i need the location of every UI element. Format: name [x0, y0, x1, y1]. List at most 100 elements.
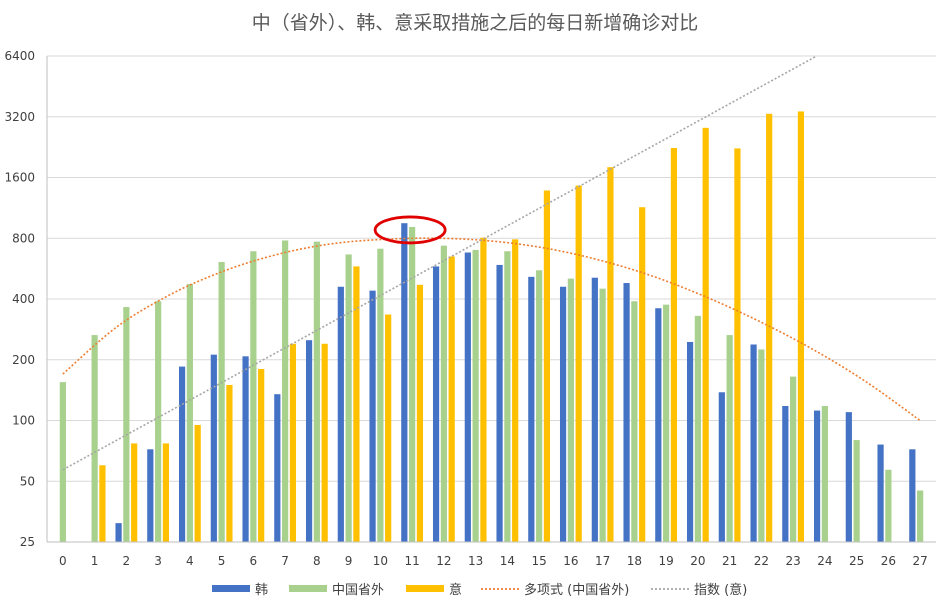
- bar-中国省外-15: [536, 270, 543, 542]
- bar-韩-9: [337, 286, 344, 542]
- x-tick-label: 5: [218, 554, 226, 568]
- bar-韩-21: [718, 392, 725, 542]
- x-tick-label: 23: [785, 554, 800, 568]
- bar-中国省外-25: [853, 440, 860, 542]
- bar-中国省外-9: [345, 254, 352, 542]
- bar-意-16: [575, 185, 582, 543]
- trendline-polynomial: [62, 237, 921, 422]
- bar-韩-11: [401, 223, 408, 542]
- x-tick-label: 14: [500, 554, 515, 568]
- x-tick-label: 22: [754, 554, 769, 568]
- bar-意-2: [131, 443, 138, 542]
- bar-韩-5: [210, 354, 217, 542]
- bar-意-3: [162, 443, 170, 542]
- bar-意-14: [512, 239, 519, 542]
- y-tick-label: 6400: [4, 49, 35, 63]
- bar-韩-26: [877, 444, 884, 542]
- bar-意-5: [226, 384, 233, 542]
- bar-中国省外-0: [59, 382, 66, 542]
- bar-中国省外-13: [472, 249, 479, 542]
- x-tick-label: 15: [531, 554, 546, 568]
- y-tick-label: 400: [12, 292, 35, 306]
- bar-意-12: [448, 256, 455, 542]
- bar-韩-18: [623, 283, 630, 542]
- bar-中国省外-23: [790, 376, 797, 542]
- x-tick-label: 2: [123, 554, 131, 568]
- bar-中国省外-12: [440, 245, 447, 542]
- bar-韩-16: [559, 286, 567, 542]
- y-tick-label: 800: [12, 231, 35, 245]
- x-tick-label: 1: [91, 554, 99, 568]
- bar-韩-27: [909, 449, 916, 542]
- bar-韩-17: [591, 277, 598, 542]
- bar-意-4: [194, 424, 201, 542]
- bar-中国省外-11: [409, 226, 416, 542]
- x-tick-label: 27: [912, 554, 927, 568]
- x-tick-label: 0: [59, 554, 67, 568]
- bar-中国省外-7: [282, 240, 289, 543]
- bar-中国省外-1: [91, 335, 98, 542]
- bar-中国省外-24: [821, 405, 828, 542]
- bar-韩-13: [464, 252, 471, 542]
- bar-韩-23: [782, 405, 789, 542]
- bar-中国省外-18: [631, 301, 638, 542]
- bar-意-8: [321, 343, 328, 542]
- bar-中国省外-2: [123, 307, 130, 542]
- x-tick-label: 7: [281, 554, 289, 568]
- x-tick-label: 18: [627, 554, 642, 568]
- bar-中国省外-26: [885, 469, 892, 542]
- bar-意-6: [258, 368, 265, 542]
- x-tick-label: 20: [690, 554, 705, 568]
- x-tick-label: 21: [722, 554, 737, 568]
- bar-韩-7: [274, 394, 281, 542]
- x-tick-label: 6: [250, 554, 258, 568]
- bar-韩-3: [147, 449, 154, 542]
- bars: [59, 111, 924, 543]
- x-axis-ticks: 0 1 2 3 4 5 6 7 8 9 10 11 12 13 14 15 16 17 18 19 20 21 22 23 24…: [59, 554, 928, 568]
- legend-label: 指数 (意): [694, 582, 747, 598]
- legend: 韩 中国省外 意 多项式 (中国省外) 指数 (意): [212, 582, 747, 598]
- bar-意-22: [766, 113, 773, 542]
- x-tick-label: 12: [436, 554, 451, 568]
- bar-中国省外-3: [155, 301, 162, 542]
- x-tick-label: 4: [186, 554, 194, 568]
- bar-韩-20: [686, 341, 694, 542]
- legend-label: 多项式 (中国省外): [524, 582, 629, 598]
- legend-label: 中国省外: [332, 583, 384, 598]
- x-tick-label: 17: [595, 554, 610, 568]
- bar-中国省外-5: [218, 262, 225, 542]
- trendline-exponential: [62, 55, 818, 471]
- bar-意-18: [639, 207, 646, 543]
- trendlines: [62, 55, 921, 471]
- bar-中国省外-16: [567, 278, 574, 542]
- bar-意-15: [543, 190, 551, 542]
- bar-中国省外-8: [313, 241, 320, 542]
- bar-韩-24: [813, 410, 821, 542]
- bar-意-11: [416, 284, 424, 542]
- legend-swatch-意: [406, 585, 444, 592]
- y-axis-ticks: 25 50 100 200 400 800 1600 3200 6400: [4, 49, 35, 549]
- bar-意-17: [607, 167, 614, 542]
- bar-意-19: [670, 148, 678, 542]
- bar-韩-12: [432, 266, 440, 542]
- x-tick-label: 16: [563, 554, 578, 568]
- bar-中国省外-17: [599, 288, 606, 542]
- bar-韩-25: [845, 412, 852, 542]
- bar-韩-22: [750, 344, 757, 542]
- bar-中国省外-4: [186, 283, 193, 542]
- axes: [46, 56, 936, 543]
- legend-swatch-韩: [212, 585, 250, 592]
- legend-label: 意: [449, 582, 462, 598]
- bar-意-9: [353, 266, 360, 542]
- y-tick-label: 200: [12, 353, 35, 367]
- bar-中国省外-20: [694, 315, 701, 542]
- legend-swatch-中国省外: [289, 585, 327, 592]
- bar-意-20: [702, 127, 709, 543]
- x-tick-label: 8: [313, 554, 321, 568]
- bar-韩-19: [655, 308, 662, 542]
- x-tick-label: 3: [154, 554, 162, 568]
- highlight-ellipse: [373, 215, 447, 245]
- y-tick-label: 3200: [4, 110, 35, 124]
- bar-韩-4: [178, 366, 186, 542]
